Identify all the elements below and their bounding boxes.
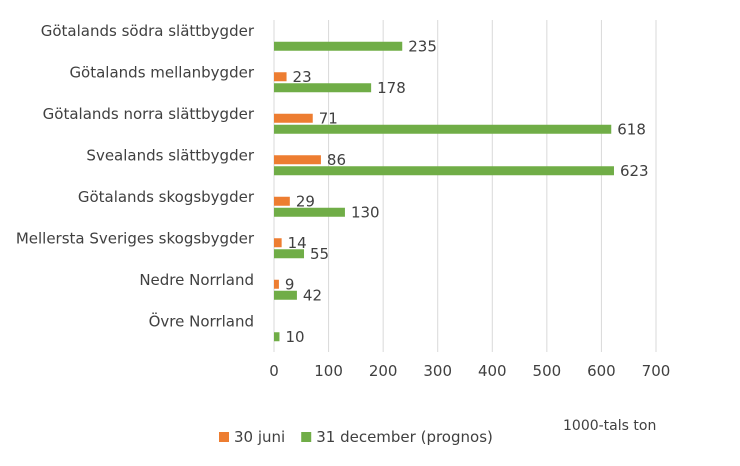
legend-label: 31 december (prognos) [316,428,493,446]
x-tick-label: 0 [269,362,279,380]
legend-swatch [301,432,312,442]
data-label: 178 [377,79,406,97]
data-label: 86 [327,151,346,169]
category-label: Svealands slättbygder [86,146,254,164]
data-label: 42 [303,286,322,304]
bar-31-december [274,166,614,176]
x-tick-label: 300 [423,362,452,380]
data-label: 623 [620,162,649,180]
x-tick-label: 700 [642,362,671,380]
bar-30-juni [274,155,321,165]
data-label: 9 [285,275,295,293]
bar-31-december [274,290,297,300]
bar-31-december [274,207,345,217]
category-label: Götalands skogsbygder [78,188,255,206]
x-tick-label: 100 [314,362,343,380]
category-label: Götalands norra slättbygder [43,105,255,123]
bar-30-juni [274,238,282,248]
data-label: 71 [319,109,338,127]
unit-label: 1000-tals ton [563,418,656,434]
bar-30-juni [274,72,287,82]
bar-31-december [274,249,305,259]
category-label: Övre Norrland [149,311,254,330]
legend: 30 juni 31 december (prognos) [219,428,493,446]
category-label: Nedre Norrland [139,271,254,289]
bar-31-december [274,124,612,134]
legend-swatch [219,432,229,442]
data-label: 55 [310,245,329,263]
category-label: Mellersta Sveriges skogsbygder [16,229,255,247]
bar-31-december [274,83,372,93]
category-labels: Götalands södra slättbygder Götalands mel… [16,22,255,331]
bar-31-december [274,41,403,51]
legend-label: 30 juni [234,428,285,446]
bar-30-juni [274,279,279,289]
data-label: 14 [288,234,307,252]
x-tick-label: 400 [478,362,507,380]
data-label: 235 [408,37,437,55]
category-label: Götalands mellanbygder [69,63,254,81]
bar-30-juni [274,196,290,206]
data-label: 29 [296,192,315,210]
category-label: Götalands södra slättbygder [41,22,255,40]
bar-30-juni [274,113,313,123]
x-tick-label: 600 [587,362,616,380]
x-tick-label: 500 [533,362,562,380]
gridlines [273,20,657,352]
data-label: 10 [285,328,304,346]
data-label: 618 [617,120,646,138]
x-tick-labels: 0 100 200 300 400 500 600 700 [269,362,670,380]
data-label: 23 [293,68,312,86]
bar-31-december [274,332,280,342]
data-label: 130 [351,203,380,221]
x-tick-label: 200 [369,362,398,380]
